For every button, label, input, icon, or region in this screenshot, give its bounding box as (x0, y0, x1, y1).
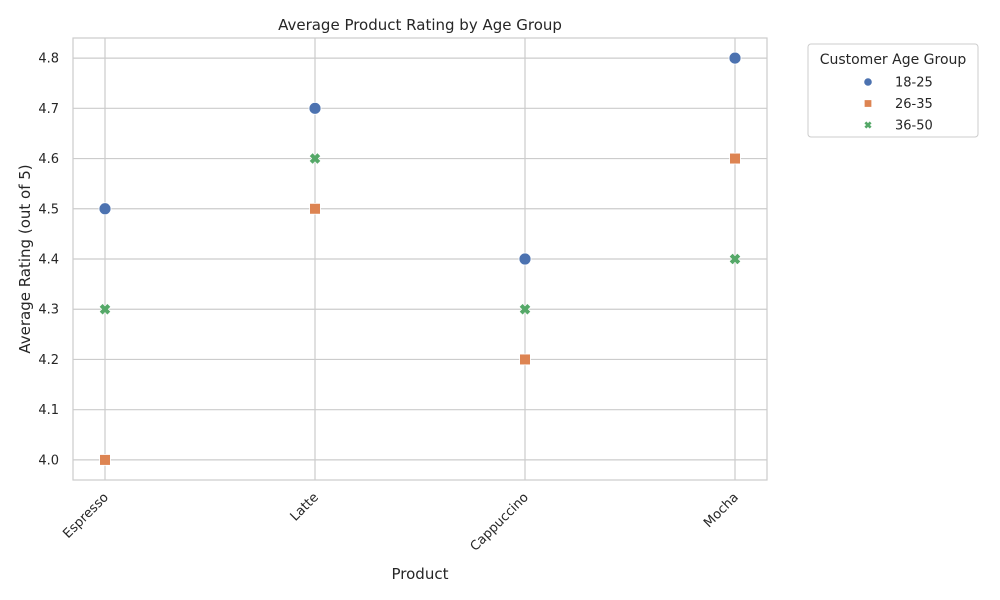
x-tick-label: Espresso (60, 490, 112, 542)
y-tick-label: 4.2 (38, 353, 59, 368)
legend-items: 18-25 26-35 36-50 (863, 76, 933, 134)
legend-marker-18-25 (863, 77, 873, 87)
y-tick-label: 4.6 (38, 152, 59, 167)
x-axis-ticks: Espresso Latte Cappuccino Mocha (60, 490, 741, 554)
point-26-35-mocha (729, 152, 741, 165)
y-tick-label: 4.5 (38, 202, 59, 217)
y-tick-label: 4.3 (38, 303, 59, 318)
grid (73, 38, 767, 480)
point-26-35-cappuccino (519, 353, 531, 366)
x-tick-label: Cappuccino (468, 490, 532, 554)
point-18-25-espresso (98, 202, 112, 216)
chart-title: Average Product Rating by Age Group (278, 16, 562, 34)
y-tick-label: 4.8 (38, 52, 59, 67)
legend-marker-36-50 (863, 120, 873, 130)
legend: Customer Age Group 18-25 26-35 36-50 (807, 43, 979, 138)
legend-label: 36-50 (895, 119, 933, 134)
y-tick-label: 4.0 (38, 453, 59, 468)
legend-label: 18-25 (895, 76, 933, 91)
data-points (98, 51, 742, 466)
legend-label: 26-35 (895, 97, 933, 112)
x-tick-label: Latte (288, 490, 322, 524)
x-axis-label: Product (392, 565, 449, 583)
y-tick-label: 4.7 (38, 102, 59, 117)
legend-title: Customer Age Group (820, 52, 967, 68)
y-tick-label: 4.1 (38, 403, 59, 418)
legend-box (807, 43, 979, 138)
point-26-35-latte (309, 202, 321, 215)
plot-area (72, 37, 768, 481)
point-36-50-mocha (728, 252, 742, 266)
point-26-35-espresso (99, 454, 111, 466)
point-18-25-latte (308, 101, 322, 115)
point-18-25-mocha (728, 51, 742, 65)
x-tick-label: Mocha (701, 490, 742, 531)
point-36-50-latte (308, 152, 322, 165)
y-axis-ticks: 4.0 4.1 4.2 4.3 4.4 4.5 4.6 4.7 4.8 (38, 52, 59, 469)
point-36-50-cappuccino (518, 303, 532, 316)
y-axis-label: Average Rating (out of 5) (16, 164, 34, 353)
point-18-25-cappuccino (518, 252, 532, 266)
legend-marker-26-35 (863, 99, 873, 108)
point-36-50-espresso (98, 303, 112, 316)
y-tick-label: 4.4 (38, 253, 59, 268)
